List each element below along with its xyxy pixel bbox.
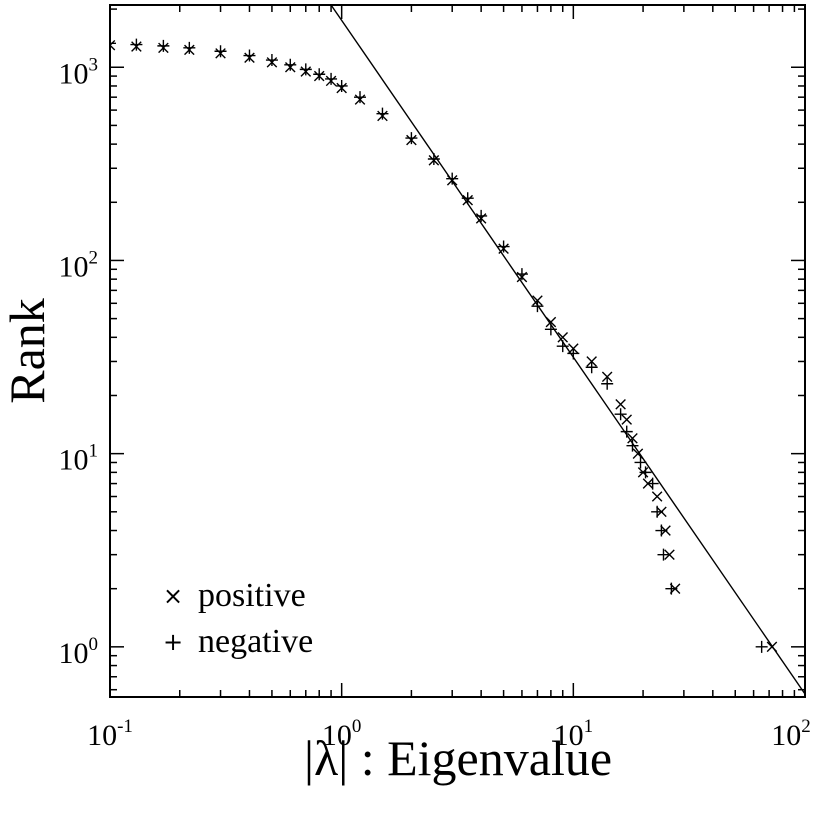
point-negative <box>427 153 440 166</box>
point-negative <box>446 172 459 185</box>
point-positive <box>651 491 663 502</box>
point-negative <box>335 79 348 92</box>
point-negative <box>214 45 227 58</box>
y-axis-title: Rank <box>0 298 55 404</box>
plot-marks <box>110 5 805 695</box>
point-negative <box>567 347 580 360</box>
legend-marker-positive: × <box>163 582 183 610</box>
point-negative <box>626 439 639 452</box>
axis-ticks <box>109 5 806 697</box>
point-negative <box>313 68 326 81</box>
point-positive <box>627 433 638 444</box>
point-positive <box>110 39 116 51</box>
point-negative <box>601 377 614 390</box>
reference-line <box>330 5 805 695</box>
point-negative <box>354 91 367 104</box>
point-negative <box>497 240 510 253</box>
point-negative <box>515 268 528 281</box>
point-negative <box>531 300 544 313</box>
x-tick-label: 100 <box>322 716 362 752</box>
series-positive <box>110 39 778 653</box>
y-tick-label: 103 <box>59 54 99 90</box>
point-negative <box>620 425 633 438</box>
point-negative <box>646 477 659 490</box>
point-negative <box>405 132 418 145</box>
point-negative <box>614 408 627 421</box>
point-negative <box>634 456 647 469</box>
point-positive <box>601 371 613 383</box>
point-negative <box>655 524 668 537</box>
point-negative <box>130 38 143 51</box>
point-negative <box>639 466 652 479</box>
series-negative <box>110 37 768 653</box>
point-negative <box>265 54 278 67</box>
plot-frame <box>109 4 806 698</box>
x-tick-label: 101 <box>554 716 594 752</box>
point-positive <box>557 332 569 343</box>
point-negative <box>325 72 338 85</box>
point-negative <box>657 548 670 561</box>
y-tick-label: 100 <box>59 634 99 670</box>
legend-marker-negative: + <box>163 628 183 656</box>
point-negative <box>755 640 768 653</box>
legend-label-positive: positive <box>198 577 306 614</box>
point-negative <box>651 505 664 518</box>
point-positive <box>545 316 557 328</box>
axis-tick-labels: 10-1 100 101 102 100 101 102 103 <box>59 54 811 752</box>
x-axis-title: |λ| : Eigenvalue <box>304 730 612 786</box>
y-tick-label: 102 <box>59 247 99 283</box>
legend: × positive + negative <box>163 577 313 660</box>
point-positive <box>766 641 778 653</box>
point-positive <box>615 399 626 410</box>
point-negative <box>461 192 474 205</box>
point-negative <box>585 361 598 374</box>
legend-label-negative: negative <box>198 623 313 660</box>
y-tick-label: 101 <box>59 441 99 477</box>
point-negative <box>157 39 170 52</box>
point-negative <box>475 209 488 222</box>
point-negative <box>110 37 116 50</box>
point-negative <box>665 582 678 595</box>
point-negative <box>243 49 256 62</box>
point-positive <box>621 414 633 425</box>
point-negative <box>556 340 569 353</box>
point-negative <box>183 41 196 54</box>
point-negative <box>284 58 297 71</box>
point-negative <box>544 323 557 336</box>
point-negative <box>299 63 312 76</box>
point-negative <box>376 107 389 120</box>
x-tick-label: 102 <box>771 716 811 752</box>
x-tick-label: 10-1 <box>87 716 133 752</box>
